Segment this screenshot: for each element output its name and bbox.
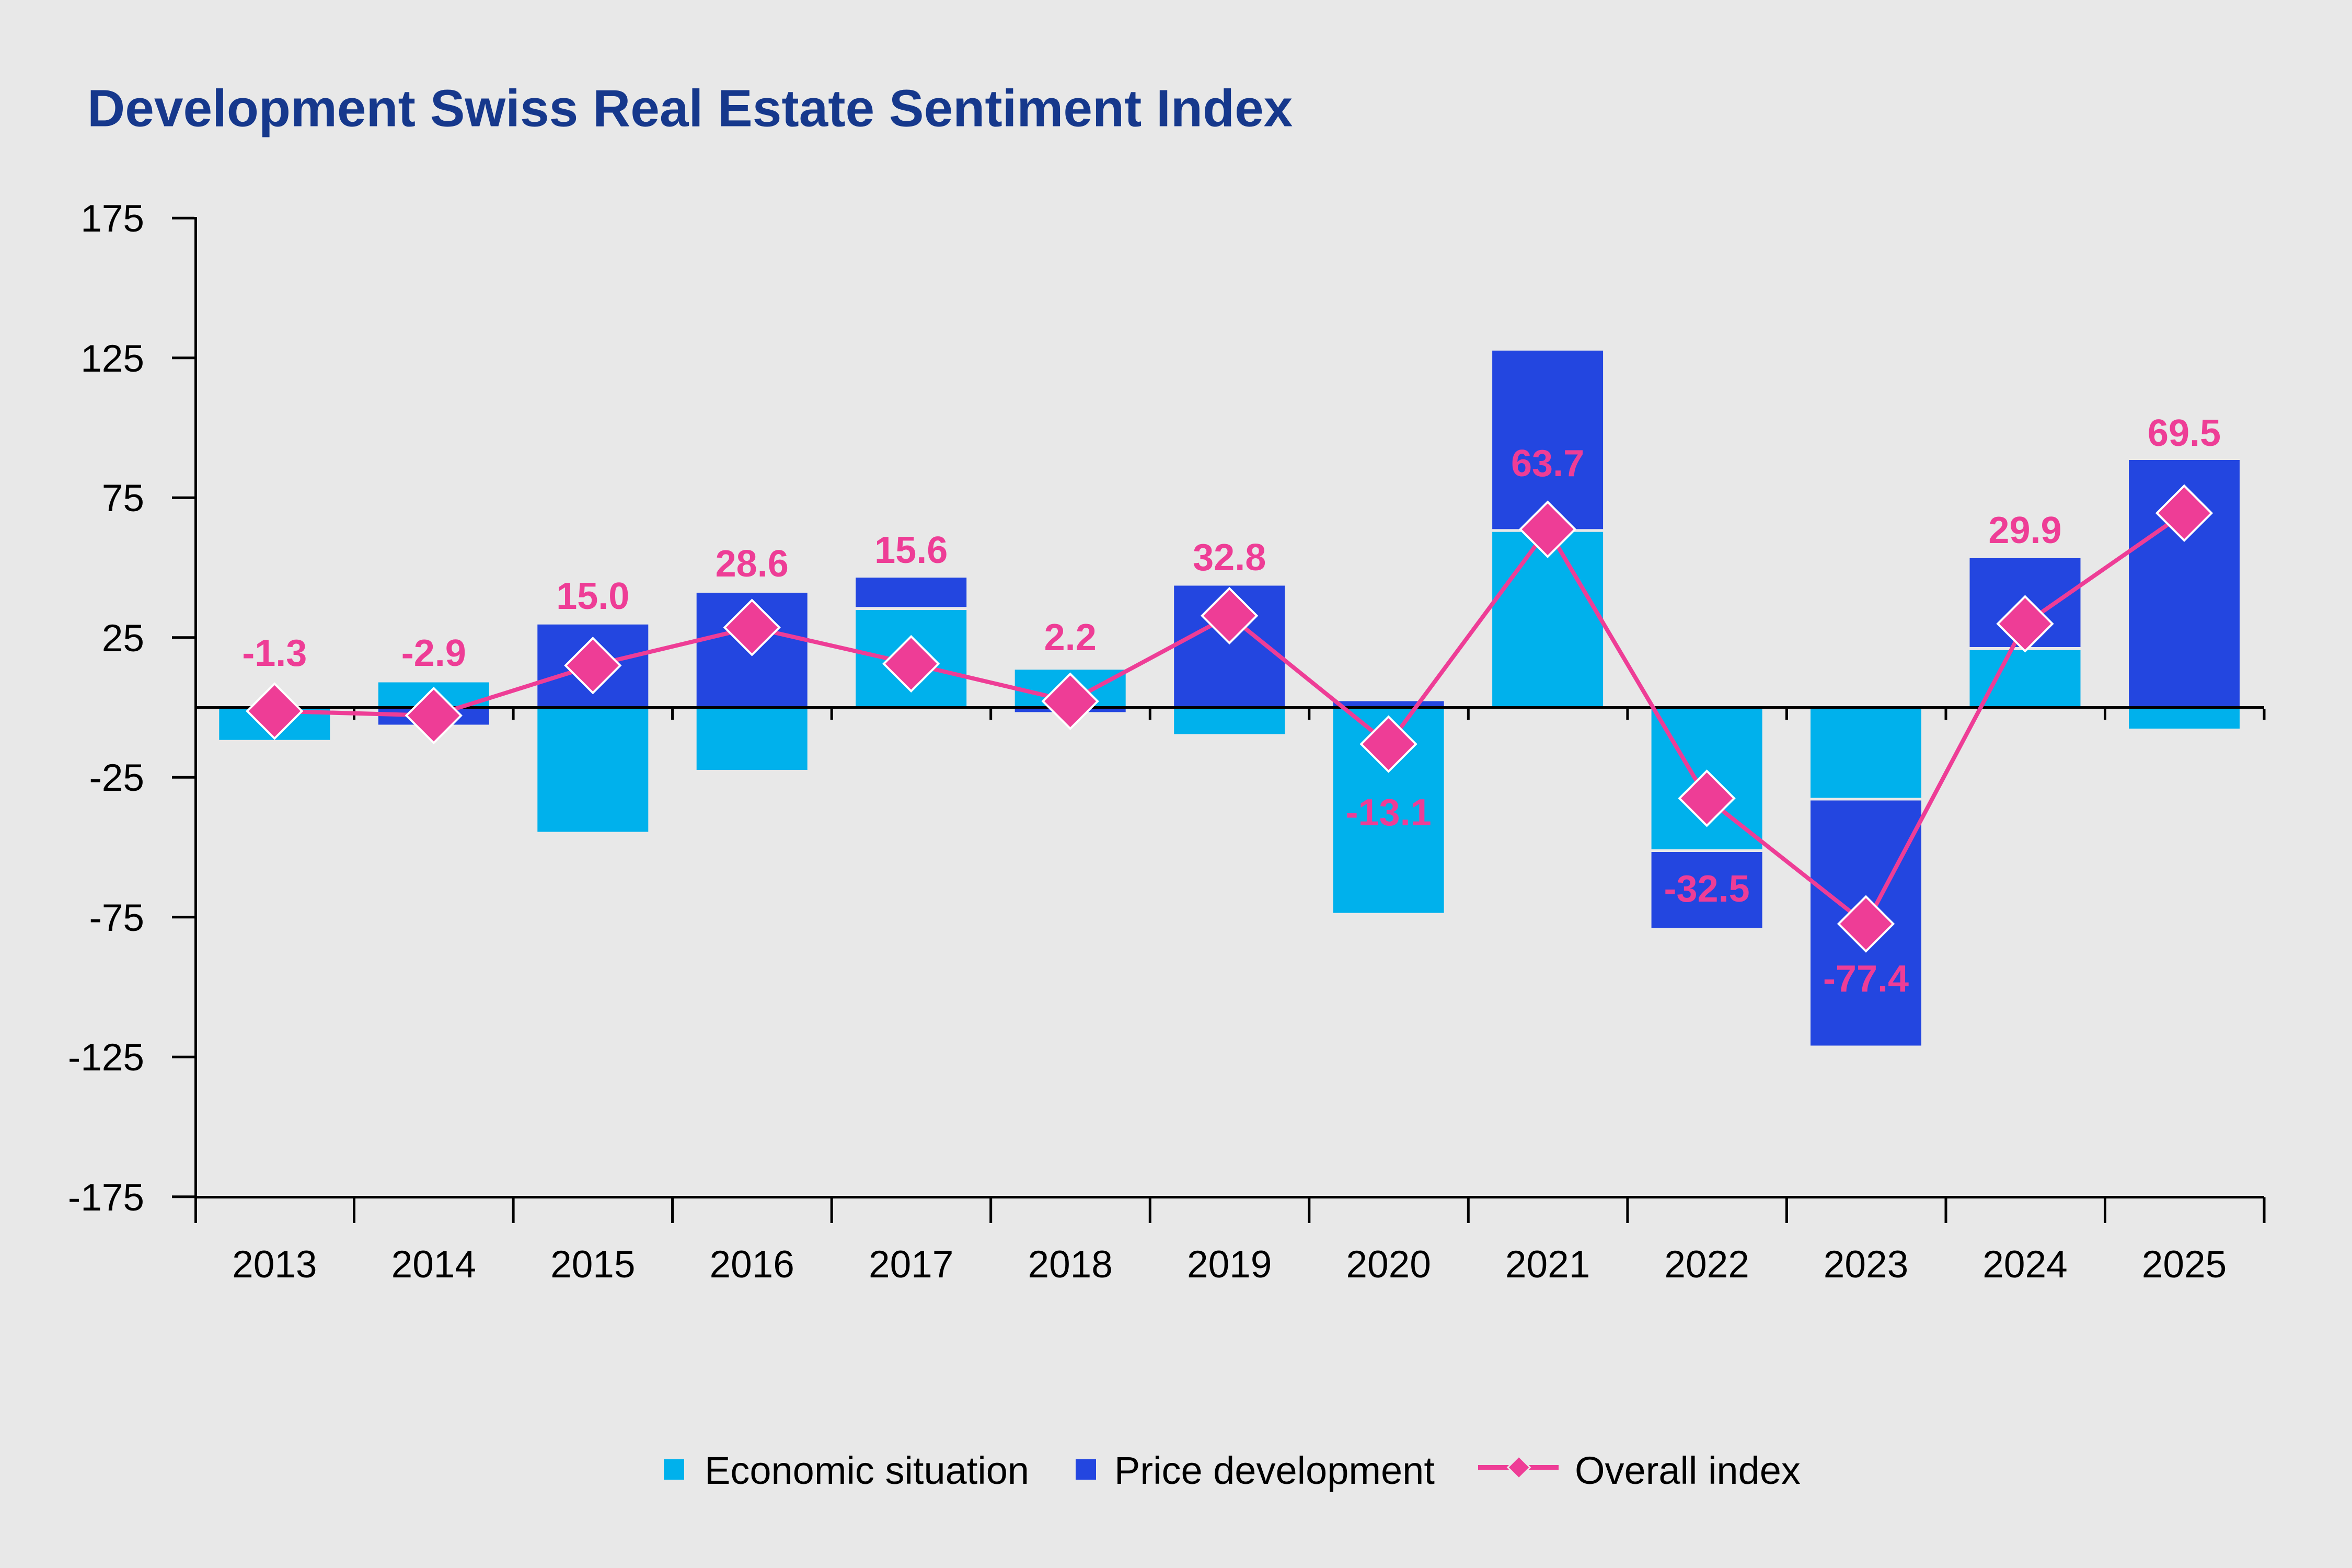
svg-text:175: 175 [80,198,144,240]
svg-text:2017: 2017 [869,1243,953,1286]
svg-text:2024: 2024 [1982,1243,2067,1286]
svg-text:Economic situation: Economic situation [705,1449,1029,1492]
svg-text:75: 75 [102,477,144,520]
svg-text:-13.1: -13.1 [1346,792,1432,834]
svg-text:-32.5: -32.5 [1664,868,1750,910]
svg-text:2013: 2013 [232,1243,317,1286]
svg-text:-175: -175 [68,1177,144,1219]
svg-text:-77.4: -77.4 [1823,958,1909,1000]
svg-text:2022: 2022 [1664,1243,1749,1286]
svg-text:2.2: 2.2 [1044,617,1097,659]
svg-text:2016: 2016 [709,1243,794,1286]
svg-text:-125: -125 [68,1036,144,1079]
svg-text:Price development: Price development [1114,1449,1435,1492]
svg-text:63.7: 63.7 [1511,443,1584,485]
svg-text:-25: -25 [89,757,144,799]
svg-text:2025: 2025 [2142,1243,2227,1286]
svg-text:15.6: 15.6 [874,529,948,571]
svg-text:2021: 2021 [1505,1243,1590,1286]
svg-text:2019: 2019 [1187,1243,1272,1286]
svg-text:29.9: 29.9 [1988,510,2061,551]
svg-text:-1.3: -1.3 [242,632,307,674]
svg-text:28.6: 28.6 [716,543,789,585]
svg-text:25: 25 [102,617,144,660]
svg-text:32.8: 32.8 [1193,537,1266,579]
svg-text:-2.9: -2.9 [401,632,466,674]
svg-text:15.0: 15.0 [556,575,629,617]
svg-text:2014: 2014 [391,1243,476,1286]
svg-text:2015: 2015 [550,1243,635,1286]
svg-text:125: 125 [80,338,144,380]
svg-text:2018: 2018 [1028,1243,1112,1286]
svg-text:-75: -75 [89,897,144,939]
svg-text:2023: 2023 [1824,1243,1908,1286]
svg-text:2020: 2020 [1346,1243,1431,1286]
svg-text:69.5: 69.5 [2148,412,2221,454]
svg-text:Overall index: Overall index [1575,1449,1801,1492]
svg-text:Development Swiss Real Estate: Development Swiss Real Estate Sentiment … [87,79,1293,138]
